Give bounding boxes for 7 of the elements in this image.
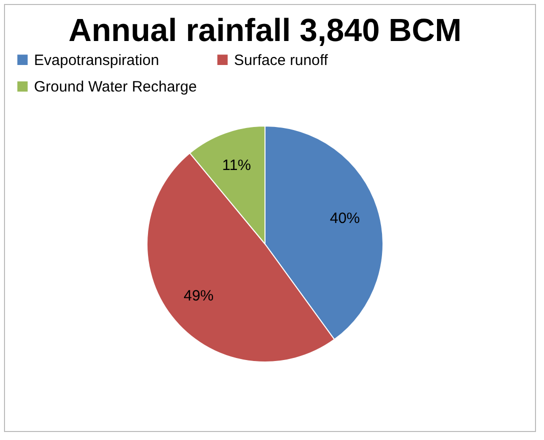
chart-title: Annual rainfall 3,840 BCM xyxy=(68,12,462,48)
data-label: 40% xyxy=(330,210,360,228)
data-label: 49% xyxy=(184,287,214,304)
legend-label: Evapotranspiration xyxy=(34,52,160,69)
data-label: 11% xyxy=(222,156,252,174)
legend-label: Ground Water Recharge xyxy=(34,78,197,96)
legend-label: Surface runoff xyxy=(234,52,329,69)
